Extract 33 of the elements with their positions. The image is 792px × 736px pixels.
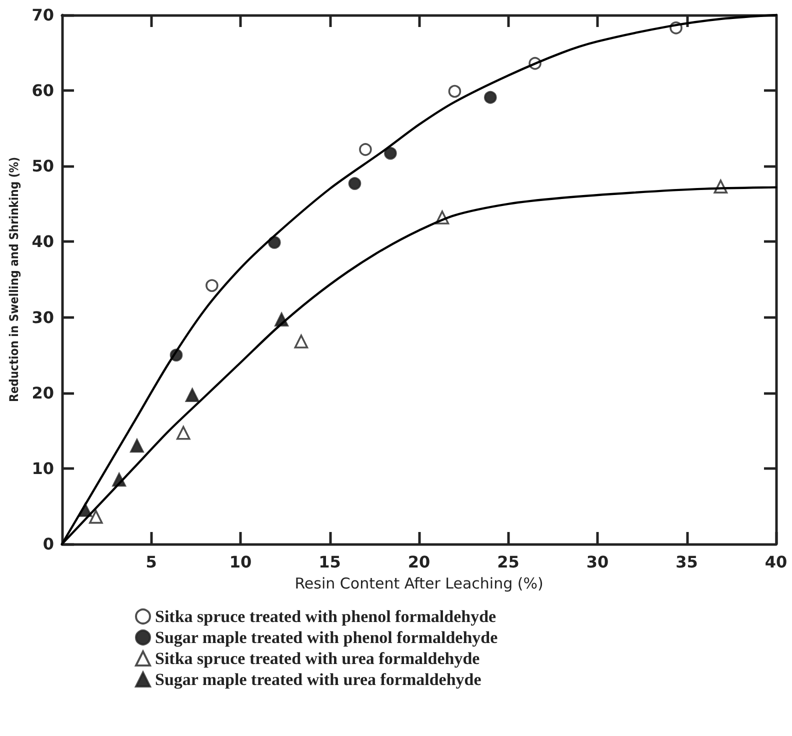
y-tick-label: 40 bbox=[32, 232, 54, 252]
point bbox=[89, 510, 103, 524]
x-tick-label: 25 bbox=[497, 552, 520, 572]
point bbox=[348, 177, 362, 190]
x-tick-label: 40 bbox=[764, 552, 788, 572]
x-tick-label: 15 bbox=[318, 552, 341, 572]
point bbox=[130, 438, 144, 453]
y-tick-label: 50 bbox=[32, 156, 54, 176]
legend-label: Sitka spruce treated with phenol formaldehyde bbox=[155, 607, 497, 626]
y-tick-label: 20 bbox=[32, 383, 54, 402]
x-tick-label: 10 bbox=[229, 552, 252, 572]
point bbox=[176, 426, 190, 440]
y-tick-label: 70 bbox=[32, 6, 54, 24]
y-tick-label: 60 bbox=[32, 81, 54, 100]
x-tick-label: 20 bbox=[408, 552, 430, 572]
y-tick-label: 30 bbox=[32, 308, 54, 327]
point bbox=[448, 84, 462, 98]
point bbox=[484, 90, 497, 104]
y-tick-label: 0 bbox=[42, 534, 54, 554]
point bbox=[294, 334, 308, 348]
point bbox=[384, 146, 397, 160]
x-tick-label: 5 bbox=[146, 552, 157, 572]
y-axis-title: Reduction in Swelling and Shrinking (%) bbox=[7, 156, 21, 402]
legend-label: Sugar maple treated with urea formaldehyde bbox=[155, 670, 482, 689]
legend-label: Sitka spruce treated with urea formaldehyde bbox=[155, 649, 480, 668]
y-tick-label: 10 bbox=[32, 458, 54, 478]
x-axis-title: Resin Content After Leaching (%) bbox=[294, 574, 544, 592]
x-tick-label: 30 bbox=[586, 552, 609, 572]
point bbox=[359, 143, 372, 156]
legend-label: Sugar maple treated with phenol formaldehyde bbox=[155, 628, 498, 647]
point bbox=[206, 279, 218, 292]
x-tick-label: 35 bbox=[676, 552, 698, 572]
point bbox=[185, 388, 200, 402]
